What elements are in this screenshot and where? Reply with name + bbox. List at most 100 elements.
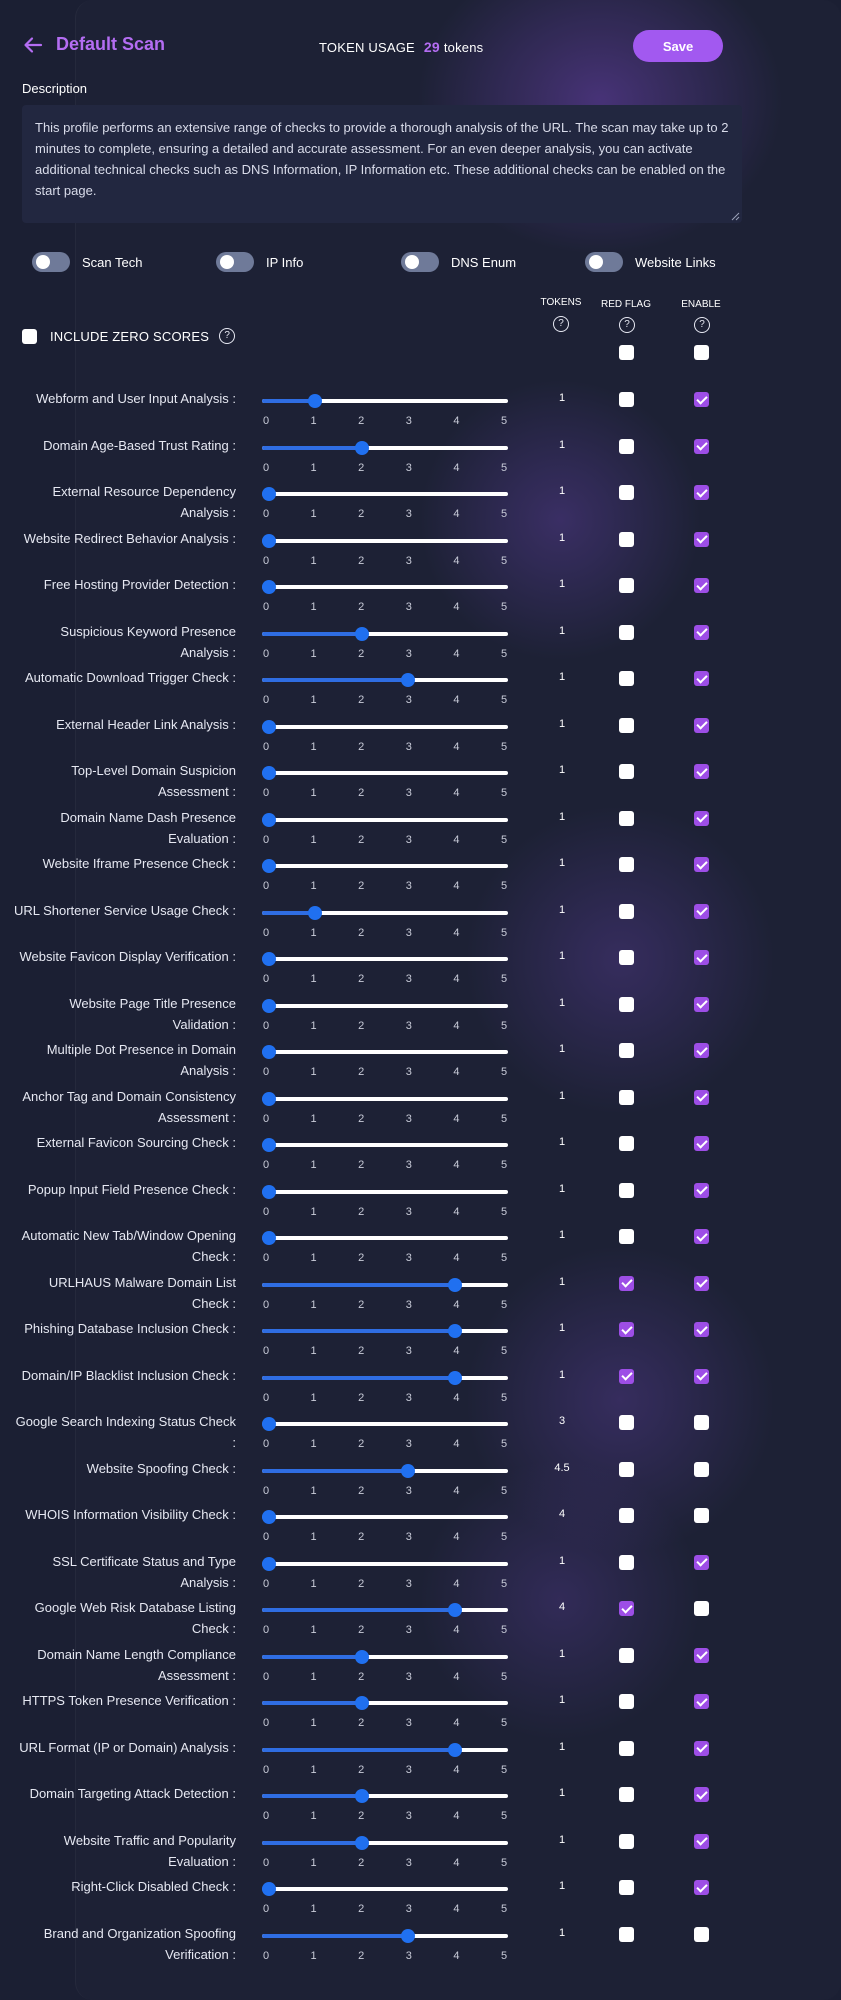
- red-flag-checkbox[interactable]: [619, 1043, 634, 1058]
- enable-checkbox[interactable]: [694, 1833, 709, 1849]
- enable-checkbox[interactable]: [694, 531, 709, 547]
- slider-thumb[interactable]: [447, 1370, 462, 1385]
- arrow-left-icon[interactable]: [22, 34, 44, 56]
- weight-slider[interactable]: [262, 1183, 508, 1201]
- red-flag-checkbox[interactable]: [619, 1647, 634, 1663]
- slider-thumb[interactable]: [262, 1138, 276, 1152]
- red-flag-select-all-checkbox[interactable]: [619, 345, 634, 360]
- enable-select-all-checkbox[interactable]: [694, 345, 709, 360]
- slider-thumb[interactable]: [354, 1649, 369, 1664]
- red-flag-checkbox[interactable]: [619, 1694, 634, 1709]
- red-flag-checkbox[interactable]: [619, 485, 634, 500]
- weight-slider[interactable]: [262, 1694, 508, 1712]
- slider-thumb[interactable]: [401, 1463, 416, 1478]
- enable-checkbox[interactable]: [694, 717, 709, 733]
- red-flag-checkbox[interactable]: [619, 1833, 634, 1849]
- slider-thumb[interactable]: [262, 859, 276, 873]
- weight-slider[interactable]: [262, 857, 508, 875]
- enable-checkbox[interactable]: [694, 1275, 709, 1291]
- tokens-help-icon[interactable]: ?: [553, 316, 569, 332]
- enable-checkbox[interactable]: [694, 1787, 709, 1802]
- weight-slider[interactable]: [262, 671, 508, 689]
- resize-grip-icon[interactable]: [731, 212, 740, 221]
- enable-checkbox[interactable]: [694, 1647, 709, 1663]
- slider-thumb[interactable]: [262, 719, 276, 734]
- description-textarea[interactable]: This profile performs an extensive range…: [22, 105, 742, 223]
- slider-thumb[interactable]: [262, 1091, 276, 1106]
- red-flag-checkbox[interactable]: [619, 1601, 634, 1616]
- slider-thumb[interactable]: [262, 1510, 276, 1524]
- red-flag-checkbox[interactable]: [619, 1926, 634, 1942]
- red-flag-checkbox[interactable]: [619, 764, 634, 779]
- enable-checkbox[interactable]: [694, 438, 709, 454]
- weight-slider[interactable]: [262, 904, 508, 922]
- enable-checkbox[interactable]: [694, 1182, 709, 1198]
- toggle-website-links[interactable]: Website Links: [585, 252, 716, 272]
- weight-slider[interactable]: [262, 1601, 508, 1619]
- weight-slider[interactable]: [262, 625, 508, 643]
- weight-slider[interactable]: [262, 1555, 508, 1573]
- weight-slider[interactable]: [262, 997, 508, 1015]
- red-flag-checkbox[interactable]: [619, 1368, 634, 1384]
- weight-slider[interactable]: [262, 1787, 508, 1805]
- enable-checkbox[interactable]: [694, 857, 709, 872]
- weight-slider[interactable]: [262, 1043, 508, 1061]
- red-flag-checkbox[interactable]: [619, 1554, 634, 1570]
- weight-slider[interactable]: [262, 1136, 508, 1154]
- enable-checkbox[interactable]: [694, 1601, 709, 1616]
- red-flag-checkbox[interactable]: [619, 438, 634, 454]
- enable-checkbox[interactable]: [694, 578, 709, 593]
- slider-thumb[interactable]: [447, 1603, 462, 1617]
- enable-checkbox[interactable]: [694, 485, 709, 500]
- enable-checkbox[interactable]: [694, 1043, 709, 1058]
- red-flag-checkbox[interactable]: [619, 392, 634, 407]
- include-zero-help-icon[interactable]: ?: [219, 328, 236, 344]
- enable-checkbox[interactable]: [694, 1554, 709, 1570]
- slider-thumb[interactable]: [447, 1277, 462, 1292]
- red-flag-checkbox[interactable]: [619, 1740, 634, 1756]
- red-flag-checkbox[interactable]: [619, 857, 634, 872]
- slider-thumb[interactable]: [262, 1417, 276, 1431]
- slider-thumb[interactable]: [262, 766, 276, 780]
- weight-slider[interactable]: [262, 1229, 508, 1247]
- switch-track[interactable]: [32, 252, 70, 272]
- red-flag-checkbox[interactable]: [619, 624, 634, 640]
- red-flag-checkbox[interactable]: [619, 578, 634, 593]
- enable-checkbox[interactable]: [694, 1880, 709, 1895]
- red-flag-checkbox[interactable]: [619, 531, 634, 547]
- switch-track[interactable]: [585, 252, 623, 272]
- red-flag-checkbox[interactable]: [619, 1089, 634, 1105]
- slider-thumb[interactable]: [262, 1556, 276, 1571]
- weight-slider[interactable]: [262, 532, 508, 550]
- red-flag-checkbox[interactable]: [619, 1880, 634, 1895]
- weight-slider[interactable]: [262, 1648, 508, 1666]
- enable-checkbox[interactable]: [694, 624, 709, 640]
- weight-slider[interactable]: [262, 1090, 508, 1108]
- red-flag-checkbox[interactable]: [619, 1136, 634, 1151]
- enable-checkbox[interactable]: [694, 392, 709, 407]
- slider-thumb[interactable]: [262, 1231, 276, 1245]
- red-flag-checkbox[interactable]: [619, 950, 634, 965]
- red-flag-checkbox[interactable]: [619, 903, 634, 919]
- enable-checkbox[interactable]: [694, 764, 709, 779]
- red-flag-checkbox[interactable]: [619, 810, 634, 826]
- slider-thumb[interactable]: [308, 905, 323, 920]
- save-button[interactable]: Save: [633, 30, 723, 62]
- enable-help-icon[interactable]: ?: [694, 317, 710, 333]
- enable-checkbox[interactable]: [694, 810, 709, 826]
- weight-slider[interactable]: [262, 1369, 508, 1387]
- weight-slider[interactable]: [262, 439, 508, 457]
- red-flag-checkbox[interactable]: [619, 1275, 634, 1291]
- switch-track[interactable]: [401, 252, 439, 272]
- red-flag-checkbox[interactable]: [619, 1182, 634, 1198]
- slider-thumb[interactable]: [308, 394, 323, 408]
- weight-slider[interactable]: [262, 1741, 508, 1759]
- enable-checkbox[interactable]: [694, 950, 709, 965]
- weight-slider[interactable]: [262, 1880, 508, 1898]
- red-flag-help-icon[interactable]: ?: [619, 317, 635, 333]
- enable-checkbox[interactable]: [694, 1926, 709, 1942]
- red-flag-checkbox[interactable]: [619, 1508, 634, 1523]
- enable-checkbox[interactable]: [694, 1229, 709, 1244]
- include-zero-scores-checkbox[interactable]: [22, 328, 37, 344]
- weight-slider[interactable]: [262, 392, 508, 410]
